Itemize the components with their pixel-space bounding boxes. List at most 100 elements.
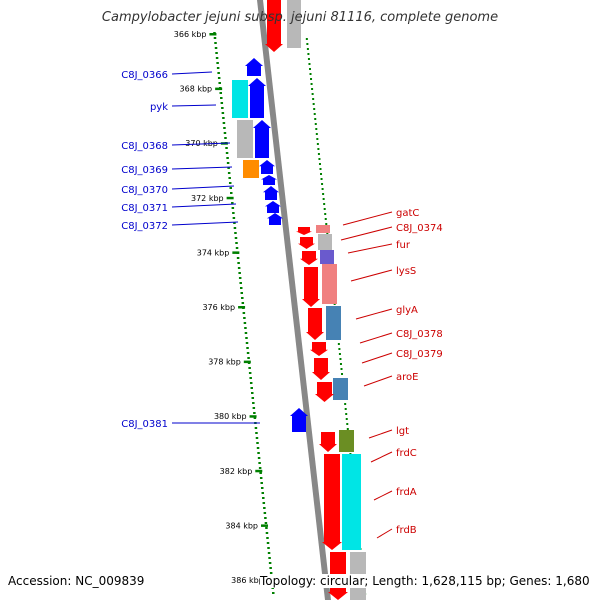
tick-dot [222, 122, 226, 124]
left-leader-line [171, 185, 235, 190]
right-gene-label: fur [396, 240, 411, 251]
tick-dot [220, 97, 223, 99]
right-leader-line [368, 429, 393, 439]
right-leader-line [363, 375, 393, 387]
cog-block [322, 264, 337, 304]
reverse-gene-arrow [310, 342, 328, 356]
tick-dot [225, 147, 228, 149]
outer-dot [346, 423, 349, 425]
outer-dot [312, 103, 315, 105]
forward-gene-arrow [245, 58, 263, 76]
tick-dot [253, 412, 256, 414]
tick-dot [237, 262, 240, 264]
outer-dot [313, 108, 316, 110]
tick-dot [264, 522, 268, 524]
tick-dot [269, 567, 272, 569]
tick-dot [225, 152, 229, 154]
left-gene-label: C8J_0371 [121, 203, 168, 214]
tick-dot [271, 587, 274, 589]
outer-dot [338, 348, 341, 350]
tick-dot [252, 402, 255, 404]
forward-gene-arrow [253, 120, 271, 158]
tick-dot [227, 172, 231, 174]
tick-major [209, 33, 217, 36]
right-leader-line [376, 528, 393, 539]
cog-block [237, 120, 253, 158]
tick-dot [220, 102, 224, 104]
tick-dot [224, 137, 227, 139]
outer-dot [314, 118, 317, 120]
tick-dot [233, 222, 236, 224]
tick-dot [233, 227, 237, 229]
tick-dot [242, 312, 246, 314]
tick-dot [216, 62, 219, 64]
cog-block [333, 378, 348, 400]
tick-major [261, 524, 269, 527]
outer-dot [320, 178, 323, 180]
right-leader-line [359, 332, 393, 344]
tick-dot [251, 392, 254, 394]
reverse-gene-arrow [265, 0, 283, 52]
tick-dot [234, 232, 237, 234]
left-gene-label: C8J_0368 [121, 141, 168, 152]
reverse-gene-arrow [306, 308, 324, 340]
tick-dot [264, 517, 267, 519]
outer-dot [341, 373, 344, 375]
left-leader-line [171, 71, 213, 75]
right-gene-label: frdA [396, 487, 417, 498]
reverse-gene-arrow [322, 454, 342, 550]
tick-label: 374 kbp [197, 248, 230, 257]
reverse-gene-arrow [315, 382, 334, 402]
forward-gene-arrow [267, 213, 283, 225]
outer-dot [337, 343, 340, 345]
tick-major [255, 469, 263, 473]
reverse-gene-arrow [298, 237, 315, 249]
outer-dot [318, 158, 321, 160]
tick-dot [231, 202, 234, 204]
left-gene-label: C8J_0366 [121, 70, 168, 81]
outer-dot [313, 113, 316, 115]
tick-dot [250, 387, 253, 389]
left-gene-label: C8J_0369 [121, 165, 168, 176]
tick-dot [238, 272, 241, 274]
outer-dot [306, 43, 309, 45]
tick-label: 382 kbp [220, 467, 253, 476]
tick-dot [254, 427, 258, 429]
outer-dot [339, 363, 342, 365]
tick-dot [237, 267, 241, 269]
outer-dot [319, 168, 322, 170]
left-gene-label: C8J_0372 [121, 221, 168, 232]
tick-dot [267, 552, 271, 554]
outer-dot [321, 183, 324, 185]
outer-dot [346, 428, 349, 430]
backbone-line [257, 0, 331, 600]
tick-dot [251, 397, 255, 399]
tick-label: 386 kbp [231, 576, 264, 585]
tick-dot [255, 437, 259, 439]
tick-dot [235, 247, 239, 249]
tick-dot [259, 472, 262, 474]
reverse-gene-arrow [296, 227, 312, 235]
outer-dot [320, 173, 323, 175]
left-gene-label: C8J_0370 [121, 185, 168, 196]
forward-gene-arrow [290, 408, 308, 432]
tick-dot [245, 342, 249, 344]
tick-dot [260, 482, 263, 484]
outer-dot [316, 143, 319, 145]
right-gene-label: C8J_0379 [396, 349, 443, 360]
tick-dot [246, 352, 250, 354]
outer-dot [323, 203, 326, 205]
outer-dot [317, 148, 320, 150]
tick-dot [256, 442, 259, 444]
cog-block [339, 430, 354, 452]
outer-dot [345, 413, 348, 415]
outer-dot [315, 128, 318, 130]
outer-dot [310, 83, 313, 85]
tick-dot [244, 327, 247, 329]
tick-dot [230, 192, 233, 194]
tick-dot [263, 507, 266, 509]
right-leader-line [370, 451, 393, 463]
tick-label: 366 kbp [174, 30, 207, 39]
tick-dot [223, 132, 227, 134]
right-gene-label: gatC [396, 208, 419, 219]
